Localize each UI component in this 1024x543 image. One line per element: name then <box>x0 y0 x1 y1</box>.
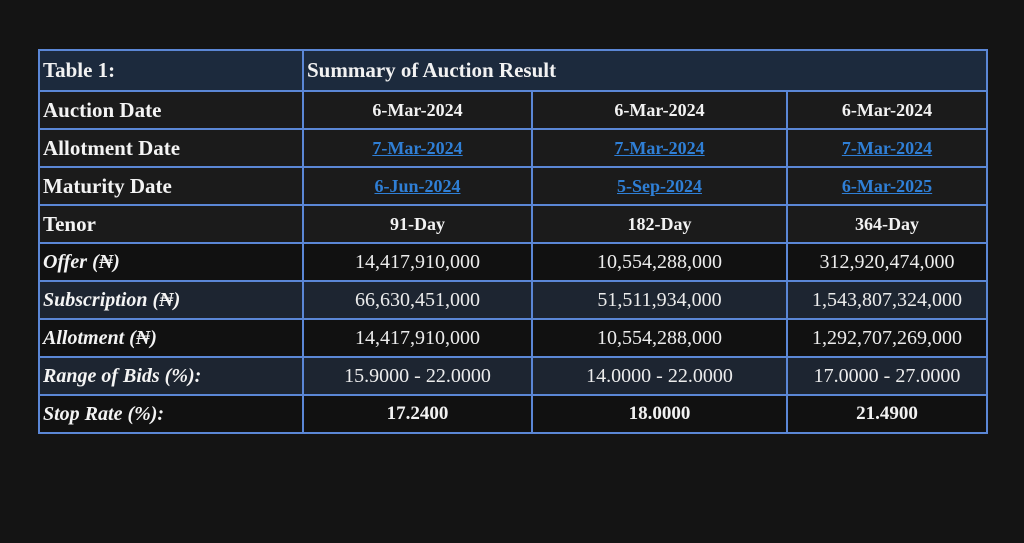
auction-date-91: 6-Mar-2024 <box>302 90 533 130</box>
table-row-subscription: Subscription (₦) 66,630,451,000 51,511,9… <box>38 280 988 320</box>
range-of-bids-91: 15.9000 - 22.0000 <box>302 356 533 396</box>
row-label-subscription: Subscription (₦) <box>38 280 304 320</box>
table-row-maturity-date: Maturity Date 6-Jun-2024 5-Sep-2024 6-Ma… <box>38 166 988 206</box>
maturity-date-364-cell: 6-Mar-2025 <box>786 166 988 206</box>
tenor-182: 182-Day <box>531 204 788 244</box>
subscription-182: 51,511,934,000 <box>531 280 788 320</box>
row-label-allotment: Allotment (₦) <box>38 318 304 358</box>
row-label-tenor: Tenor <box>38 204 304 244</box>
offer-91: 14,417,910,000 <box>302 242 533 282</box>
row-label-allotment-date: Allotment Date <box>38 128 304 168</box>
allotment-date-364-link[interactable]: 7-Mar-2024 <box>841 137 933 158</box>
allotment-182: 10,554,288,000 <box>531 318 788 358</box>
range-of-bids-364: 17.0000 - 27.0000 <box>786 356 988 396</box>
auction-date-182: 6-Mar-2024 <box>531 90 788 130</box>
tenor-364: 364-Day <box>786 204 988 244</box>
subscription-364: 1,543,807,324,000 <box>786 280 988 320</box>
table-row-range-of-bids: Range of Bids (%): 15.9000 - 22.0000 14.… <box>38 356 988 396</box>
stop-rate-91: 17.2400 <box>302 394 533 434</box>
table-caption-label: Table 1: <box>38 49 304 92</box>
subscription-91: 66,630,451,000 <box>302 280 533 320</box>
allotment-date-364-cell: 7-Mar-2024 <box>786 128 988 168</box>
range-of-bids-182: 14.0000 - 22.0000 <box>531 356 788 396</box>
stop-rate-182: 18.0000 <box>531 394 788 434</box>
allotment-date-182-link[interactable]: 7-Mar-2024 <box>614 137 705 158</box>
allotment-date-182-cell: 7-Mar-2024 <box>531 128 788 168</box>
auction-summary-table-container: Table 1: Summary of Auction Result Aucti… <box>38 49 988 434</box>
maturity-date-91-link[interactable]: 6-Jun-2024 <box>374 175 461 196</box>
row-label-range-of-bids: Range of Bids (%): <box>38 356 304 396</box>
table-title: Summary of Auction Result <box>302 49 988 92</box>
allotment-date-91-cell: 7-Mar-2024 <box>302 128 533 168</box>
auction-date-364: 6-Mar-2024 <box>786 90 988 130</box>
maturity-date-182-cell: 5-Sep-2024 <box>531 166 788 206</box>
offer-182: 10,554,288,000 <box>531 242 788 282</box>
allotment-date-91-link[interactable]: 7-Mar-2024 <box>372 137 463 158</box>
tenor-91: 91-Day <box>302 204 533 244</box>
stop-rate-364: 21.4900 <box>786 394 988 434</box>
offer-364: 312,920,474,000 <box>786 242 988 282</box>
maturity-date-182-link[interactable]: 5-Sep-2024 <box>617 175 702 196</box>
maturity-date-91-cell: 6-Jun-2024 <box>302 166 533 206</box>
table-row-tenor: Tenor 91-Day 182-Day 364-Day <box>38 204 988 244</box>
table-title-row: Table 1: Summary of Auction Result <box>38 49 988 92</box>
table-row-offer: Offer (₦) 14,417,910,000 10,554,288,000 … <box>38 242 988 282</box>
allotment-364: 1,292,707,269,000 <box>786 318 988 358</box>
table-row-allotment-date: Allotment Date 7-Mar-2024 7-Mar-2024 7-M… <box>38 128 988 168</box>
auction-summary-table: Table 1: Summary of Auction Result Aucti… <box>38 49 988 434</box>
table-row-stop-rate: Stop Rate (%): 17.2400 18.0000 21.4900 <box>38 394 988 434</box>
row-label-auction-date: Auction Date <box>38 90 304 130</box>
maturity-date-364-link[interactable]: 6-Mar-2025 <box>841 175 933 196</box>
row-label-maturity-date: Maturity Date <box>38 166 304 206</box>
table-row-auction-date: Auction Date 6-Mar-2024 6-Mar-2024 6-Mar… <box>38 90 988 130</box>
allotment-91: 14,417,910,000 <box>302 318 533 358</box>
table-row-allotment: Allotment (₦) 14,417,910,000 10,554,288,… <box>38 318 988 358</box>
row-label-offer: Offer (₦) <box>38 242 304 282</box>
row-label-stop-rate: Stop Rate (%): <box>38 394 304 434</box>
